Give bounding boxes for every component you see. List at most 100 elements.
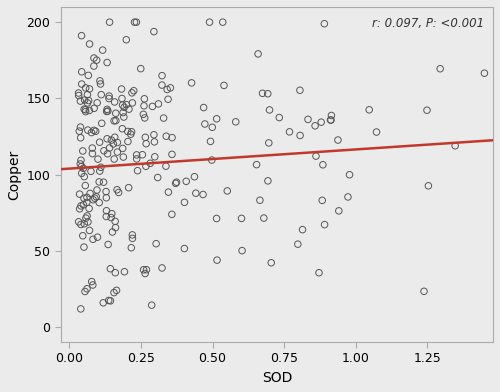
Point (80, 97, 88, 103)
Point (134, 167, 141, 174)
Point (100, 299, 108, 306)
Point (122, 102, 130, 108)
Point (152, 241, 160, 247)
Point (108, 137, 116, 143)
Point (326, 117, 334, 123)
Point (107, 214, 115, 221)
Point (90, 55, 98, 61)
Point (114, 139, 122, 145)
Point (76, 124, 84, 130)
Point (344, 194, 352, 200)
Point (112, 110, 120, 116)
Point (320, 21, 328, 27)
Point (315, 270, 323, 276)
Point (76, 206, 84, 212)
Point (286, 129, 294, 135)
Point (91, 195, 99, 201)
Point (142, 141, 150, 147)
Point (111, 218, 119, 225)
Point (128, 90, 136, 96)
Point (265, 140, 273, 146)
Point (162, 133, 170, 139)
Point (90, 63, 98, 69)
Point (84, 127, 92, 133)
Point (254, 51, 262, 57)
Point (372, 129, 380, 135)
Point (86, 107, 94, 114)
Point (130, 19, 138, 25)
Point (83, 194, 91, 200)
Point (78, 69, 86, 75)
Point (88, 129, 96, 136)
Point (118, 102, 126, 108)
Point (119, 109, 127, 116)
Point (150, 139, 158, 145)
Point (150, 29, 158, 35)
Point (77, 157, 85, 163)
Point (311, 123, 319, 129)
Point (74, 93, 82, 99)
Point (168, 151, 176, 158)
Point (267, 260, 275, 266)
Text: r: 0.097, P: <0.001: r: 0.097, P: <0.001 (372, 17, 484, 30)
Point (96, 81, 104, 87)
Point (140, 111, 147, 118)
Point (318, 197, 326, 203)
Point (140, 103, 148, 109)
Point (86, 41, 94, 47)
Point (163, 86, 171, 93)
Point (100, 148, 108, 154)
Point (82, 107, 90, 113)
Point (201, 121, 209, 127)
Point (317, 119, 325, 125)
Point (328, 113, 336, 119)
Point (164, 189, 172, 195)
Point (93, 100, 101, 106)
Point (76, 98, 84, 104)
Point (114, 149, 122, 155)
Point (334, 137, 342, 143)
Point (108, 211, 116, 217)
Point (86, 86, 94, 92)
Point (118, 145, 126, 152)
Point (80, 165, 88, 171)
Point (82, 85, 90, 91)
Point (158, 73, 166, 79)
Point (168, 134, 176, 141)
Point (172, 179, 180, 185)
Point (102, 208, 110, 214)
Point (188, 80, 196, 86)
Point (128, 235, 136, 241)
Point (77, 306, 85, 312)
Point (110, 99, 118, 105)
Point (110, 156, 118, 162)
Point (130, 87, 138, 94)
Point (83, 199, 91, 205)
Point (98, 47, 106, 53)
Point (78, 33, 86, 39)
Point (106, 19, 114, 25)
Point (76, 161, 84, 167)
Point (142, 134, 150, 140)
Point (120, 269, 128, 275)
Point (102, 213, 110, 220)
Point (105, 93, 113, 99)
Point (112, 287, 120, 294)
Point (92, 194, 100, 200)
Point (102, 108, 110, 114)
Point (106, 145, 114, 151)
Point (172, 180, 179, 187)
Point (110, 141, 118, 147)
Point (80, 106, 88, 112)
Point (142, 163, 150, 169)
Point (264, 178, 272, 184)
Y-axis label: Copper: Copper (7, 149, 21, 200)
X-axis label: SOD: SOD (262, 371, 292, 385)
Point (112, 118, 120, 124)
Point (89, 236, 97, 242)
Point (100, 179, 108, 185)
Point (182, 178, 190, 185)
Point (76, 191, 84, 197)
Point (140, 115, 148, 121)
Point (296, 87, 304, 93)
